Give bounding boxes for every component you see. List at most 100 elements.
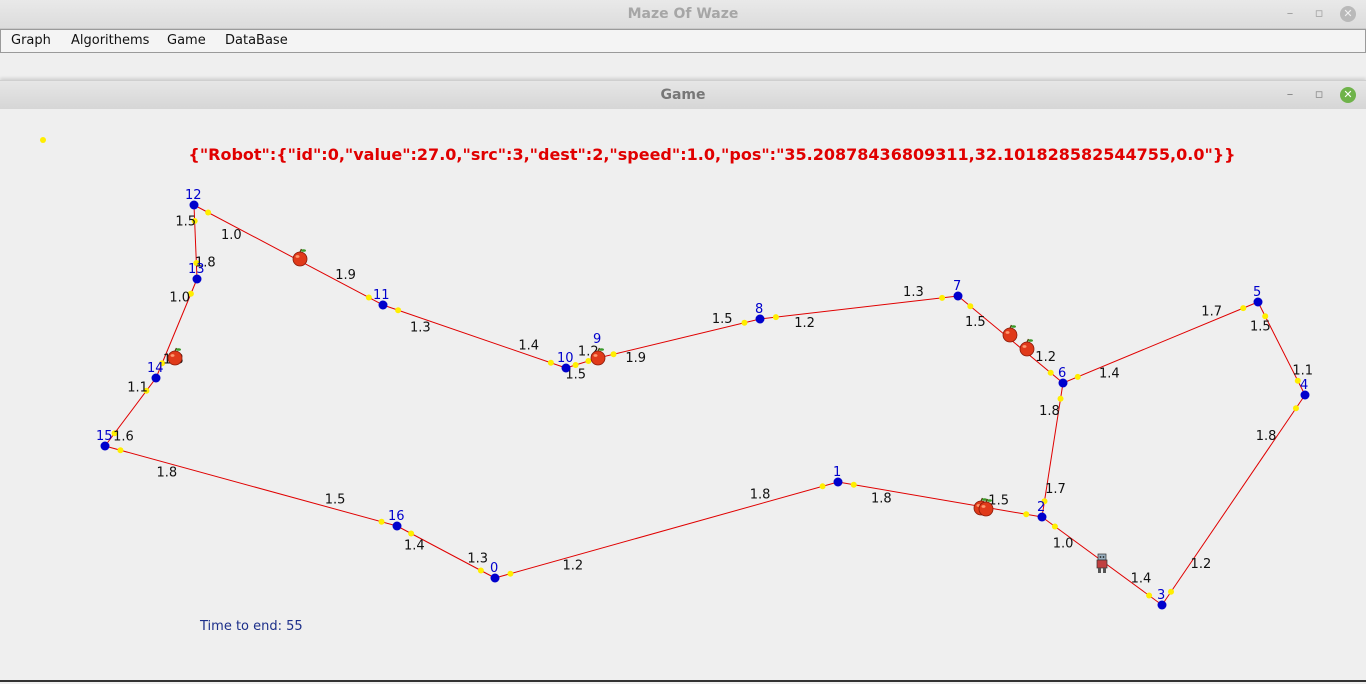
graph-edge <box>494 481 839 579</box>
game-close-icon[interactable]: ✕ <box>1340 87 1356 103</box>
game-minimize-icon[interactable]: – <box>1286 87 1294 102</box>
corner-marker <box>40 137 46 143</box>
apple-fruit-icon <box>590 347 606 366</box>
minimize-icon[interactable]: – <box>1286 6 1294 21</box>
node-id-label: 11 <box>373 288 390 303</box>
edge-direction-marker <box>1051 523 1058 530</box>
graph-node[interactable] <box>1253 297 1263 307</box>
menu-game[interactable]: Game <box>167 33 206 48</box>
edge-direction-marker <box>365 294 372 301</box>
apple-fruit-icon <box>292 248 308 267</box>
edge-weight-label: 1.3 <box>903 285 924 300</box>
window-title: Maze Of Waze <box>627 6 739 22</box>
edge-weight-label: 1.5 <box>988 493 1009 508</box>
graph-edge <box>104 445 398 527</box>
graph-edge <box>837 481 1043 518</box>
graph-node[interactable] <box>151 373 161 383</box>
restore-icon[interactable]: ▫ <box>1314 6 1324 21</box>
apple-fruit-icon <box>167 347 183 366</box>
graph-node[interactable] <box>100 441 110 451</box>
edge-direction-marker <box>1057 395 1064 402</box>
node-id-label: 0 <box>490 561 498 576</box>
edge-weight-label: 1.4 <box>1131 571 1152 586</box>
menu-graph[interactable]: Graph <box>11 33 51 48</box>
edge-direction-marker <box>395 307 402 314</box>
graph-edge <box>1062 301 1259 384</box>
node-id-label: 16 <box>388 509 405 524</box>
node-id-label: 10 <box>557 351 574 366</box>
edge-weight-label: 1.2 <box>794 316 815 331</box>
edge-direction-marker <box>187 290 194 297</box>
edge-direction-marker <box>1023 511 1030 518</box>
edge-weight-label: 1.7 <box>1201 305 1222 320</box>
graph-node[interactable] <box>378 300 388 310</box>
edge-weight-label: 1.8 <box>195 255 216 270</box>
edge-direction-marker <box>939 294 946 301</box>
node-id-label: 9 <box>593 332 601 347</box>
node-id-label: 1 <box>833 465 841 480</box>
edge-direction-marker <box>1294 377 1301 384</box>
edge-direction-marker <box>159 360 166 367</box>
robot-icon <box>1096 553 1108 573</box>
graph-node[interactable] <box>392 521 402 531</box>
graph-node[interactable] <box>833 477 843 487</box>
graph-edge <box>193 204 384 306</box>
graph-edge <box>1041 382 1064 518</box>
edge-weight-label: 1.3 <box>467 552 488 567</box>
close-icon[interactable]: ✕ <box>1340 6 1356 22</box>
graph-node[interactable] <box>490 573 500 583</box>
graph-node[interactable] <box>192 274 202 284</box>
edge-weight-label: 1.8 <box>1039 404 1060 419</box>
node-id-label: 15 <box>96 429 113 444</box>
edge-direction-marker <box>572 362 579 368</box>
time-to-end-text: Time to end: 55 <box>199 619 303 634</box>
window-bottom-edge <box>0 680 1366 682</box>
node-id-label: 13 <box>188 262 205 277</box>
game-restore-icon[interactable]: ▫ <box>1314 87 1324 102</box>
edge-weight-label: 1.0 <box>221 228 242 243</box>
edge-weight-label: 1.2 <box>1191 557 1212 572</box>
node-id-label: 12 <box>185 188 202 203</box>
game-window-title: Game <box>660 87 706 103</box>
edge-direction-marker <box>1240 305 1247 312</box>
node-id-label: 3 <box>1157 588 1165 603</box>
edge-weight-label: 1.4 <box>1099 366 1120 381</box>
graph-node[interactable] <box>953 291 963 301</box>
graph-node[interactable] <box>561 363 571 373</box>
apple-fruit-icon <box>978 498 994 517</box>
node-id-label: 2 <box>1037 500 1045 515</box>
robot-status-text: {"Robot":{"id":0,"value":27.0,"src":3,"d… <box>188 145 1235 164</box>
edge-direction-marker <box>193 260 200 267</box>
menu-algorithms[interactable]: Algorithems <box>71 33 150 48</box>
edge-direction-marker <box>378 518 385 525</box>
game-title-bar: Game – ▫ ✕ <box>0 80 1366 110</box>
edge-weight-label: 1.1 <box>127 381 148 396</box>
graph-edge <box>597 318 761 359</box>
graph-node[interactable] <box>1037 512 1047 522</box>
menu-bar: Graph Algorithems Game DataBase <box>0 29 1366 53</box>
graph-edge <box>759 295 959 320</box>
edge-direction-marker <box>585 358 592 364</box>
edge-weight-label: 1.6 <box>113 429 134 444</box>
edge-direction-marker <box>1146 592 1153 599</box>
node-id-label: 4 <box>1300 378 1308 393</box>
edge-weight-label: 1.5 <box>565 367 586 382</box>
graph-edge <box>193 204 198 280</box>
edge-direction-marker <box>507 570 514 577</box>
graph-node[interactable] <box>1157 600 1167 610</box>
edge-weight-label: 1.5 <box>175 215 196 230</box>
graph-node[interactable] <box>755 314 765 324</box>
edge-direction-marker <box>1047 369 1054 376</box>
edge-weight-label: 1.5 <box>1250 320 1271 335</box>
edge-direction-marker <box>205 209 212 216</box>
graph-node[interactable] <box>1300 390 1310 400</box>
graph-node[interactable] <box>1058 378 1068 388</box>
node-id-label: 6 <box>1058 366 1066 381</box>
edge-weight-label: 1.5 <box>965 315 986 330</box>
edge-weight-label: 1.4 <box>404 538 425 553</box>
edge-weight-label: 1.3 <box>410 320 431 335</box>
menu-database[interactable]: DataBase <box>225 33 288 48</box>
graph-edge <box>382 304 567 369</box>
graph-node[interactable] <box>189 200 199 210</box>
edge-direction-marker <box>610 351 617 358</box>
